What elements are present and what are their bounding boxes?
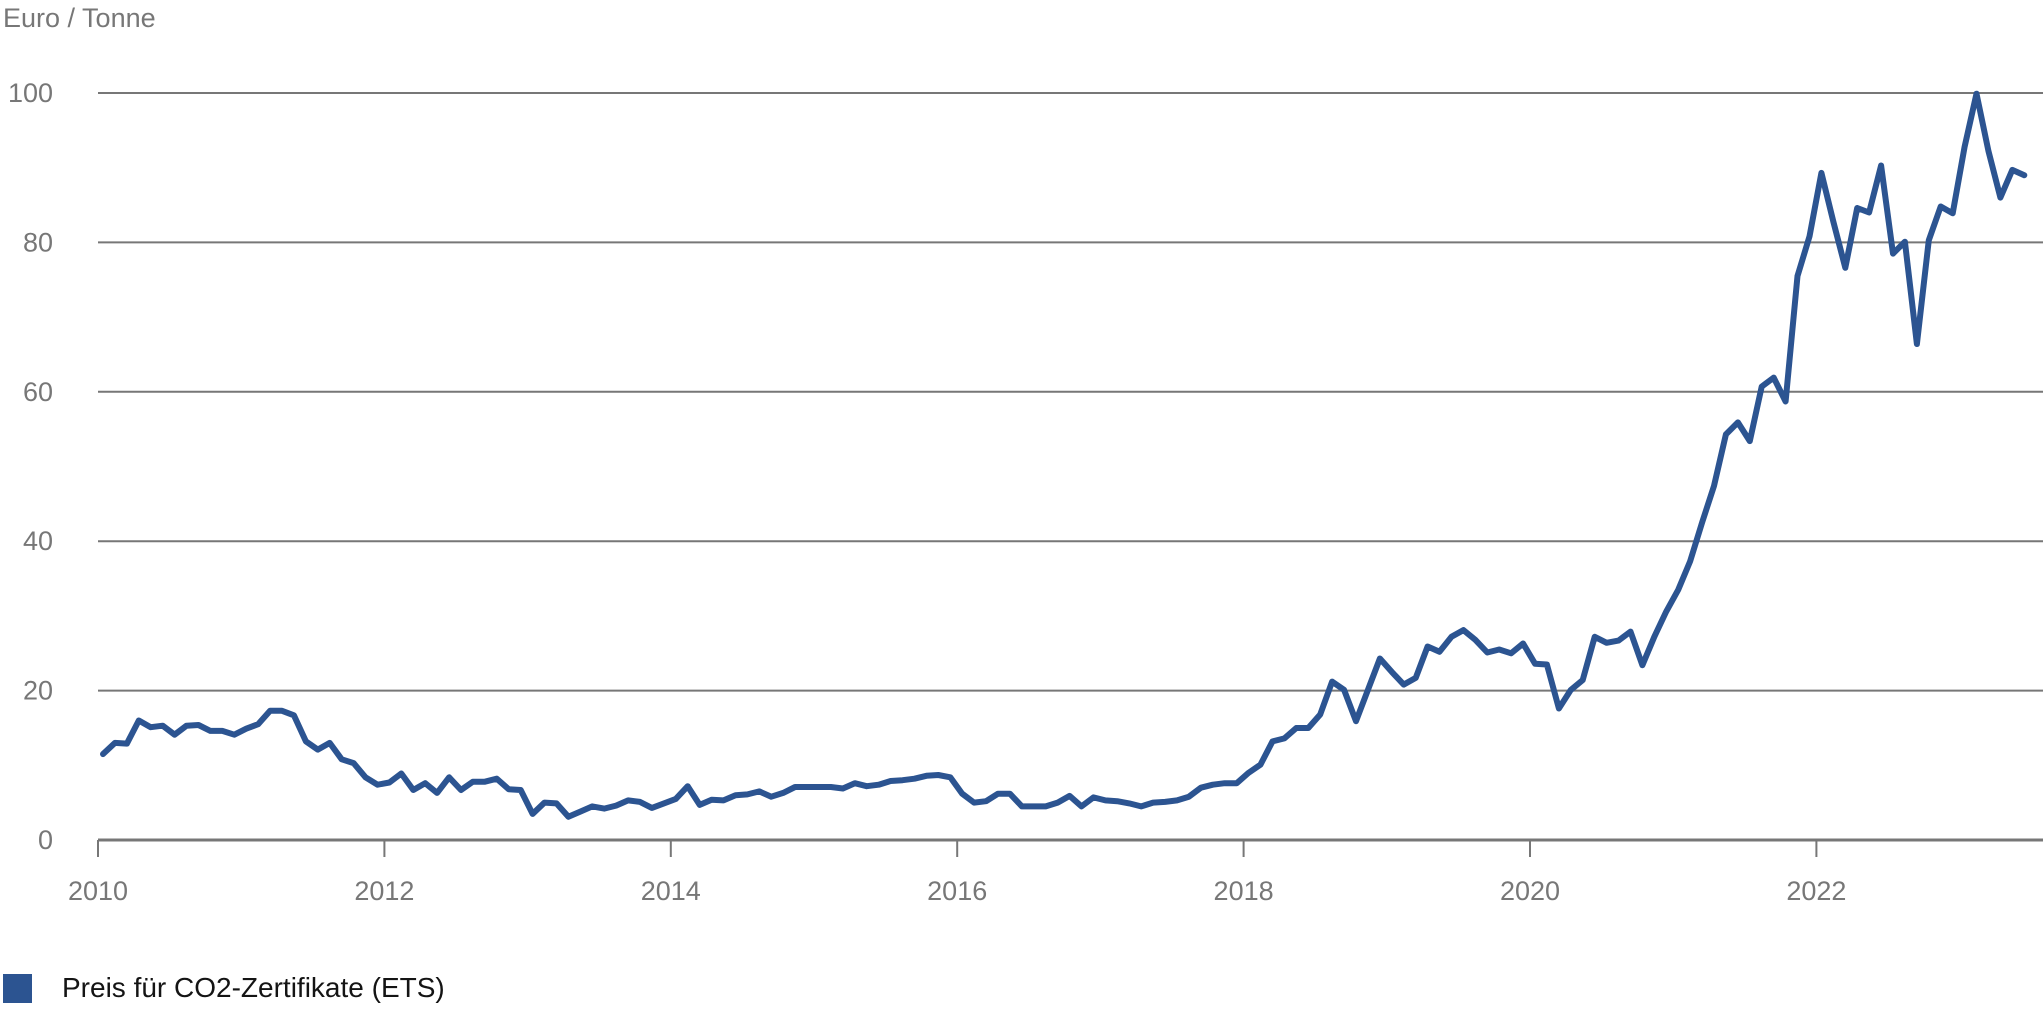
y-axis-ticks: 0 20 40 60 80 100 <box>8 78 53 855</box>
x-tick-label: 2016 <box>927 876 987 906</box>
gridlines <box>98 92 2043 692</box>
series-line-co2-price <box>100 90 2028 820</box>
x-tick-label: 2022 <box>1786 876 1846 906</box>
y-tick-label: 20 <box>23 676 53 706</box>
legend-swatch <box>3 973 32 1003</box>
y-tick-label: 60 <box>23 377 53 407</box>
y-tick-label: 0 <box>38 825 53 855</box>
x-tick-label: 2020 <box>1500 876 1560 906</box>
y-tick-label: 40 <box>23 526 53 556</box>
x-tick-label: 2018 <box>1214 876 1274 906</box>
legend-label: Preis für CO2-Zertifikate (ETS) <box>62 972 445 1003</box>
x-tick-label: 2014 <box>641 876 701 906</box>
x-tick-label: 2010 <box>68 876 128 906</box>
x-tick-label: 2012 <box>354 876 414 906</box>
x-axis: 2010 2012 2014 2016 2018 2020 2022 <box>68 838 2043 906</box>
y-axis-title: Euro / Tonne <box>3 3 156 33</box>
legend: Preis für CO2-Zertifikate (ETS) <box>3 972 445 1004</box>
y-tick-label: 100 <box>8 78 53 108</box>
y-tick-label: 80 <box>23 227 53 257</box>
